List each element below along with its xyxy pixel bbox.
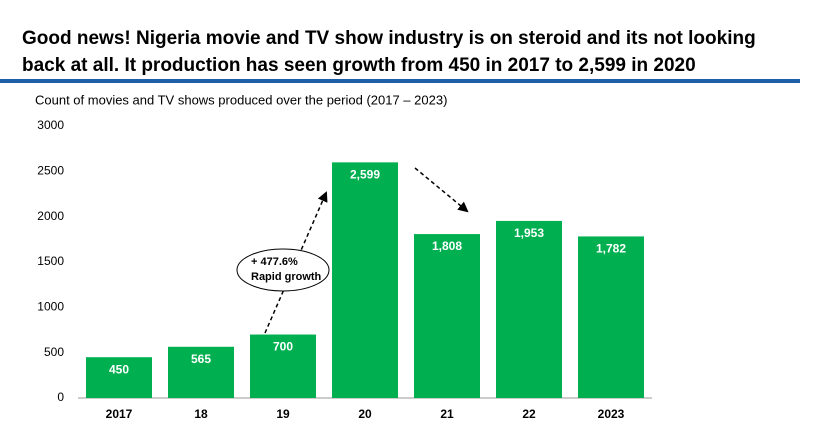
callout: [236, 248, 330, 292]
y-tick-label: 500: [44, 345, 64, 359]
value-label: 700: [273, 340, 293, 354]
x-tick-label: 19: [276, 407, 290, 421]
value-label: 1,953: [514, 226, 544, 240]
x-tick-label: 18: [194, 407, 208, 421]
y-tick-label: 1000: [37, 300, 64, 314]
y-tick-label: 1500: [37, 254, 64, 268]
x-tick-label: 20: [358, 407, 372, 421]
y-tick-label: 2500: [37, 164, 64, 178]
x-tick-label: 22: [522, 407, 536, 421]
bar: [414, 234, 480, 398]
arrow: [414, 167, 469, 213]
bar: [496, 220, 562, 398]
y-tick-label: 3000: [37, 118, 64, 132]
bar: [250, 334, 316, 398]
value-label: 1,808: [432, 239, 462, 253]
chart-title: Good news! Nigeria movie and TV show ind…: [22, 28, 756, 49]
bar: [86, 357, 152, 398]
bar: [168, 346, 234, 398]
arrow: [264, 191, 328, 334]
divider: [0, 79, 800, 83]
x-tick-label: 2023: [598, 407, 625, 421]
value-label: 565: [191, 352, 211, 366]
annotation: Rapid growth: [251, 271, 322, 283]
annotation: + 477.6%: [251, 256, 298, 268]
y-tick-label: 0: [57, 390, 64, 404]
chart-title: back at all. It production has seen grow…: [22, 55, 696, 76]
value-label: 1,782: [596, 242, 626, 256]
y-tick-label: 2000: [37, 209, 64, 223]
x-tick-label: 21: [440, 407, 454, 421]
x-tick-label: 2017: [106, 407, 133, 421]
value-label: 2,599: [350, 168, 380, 182]
bar: [332, 162, 398, 398]
bar: [578, 236, 644, 398]
chart-subtitle: Count of movies and TV shows produced ov…: [35, 92, 447, 107]
value-label: 450: [109, 362, 129, 376]
